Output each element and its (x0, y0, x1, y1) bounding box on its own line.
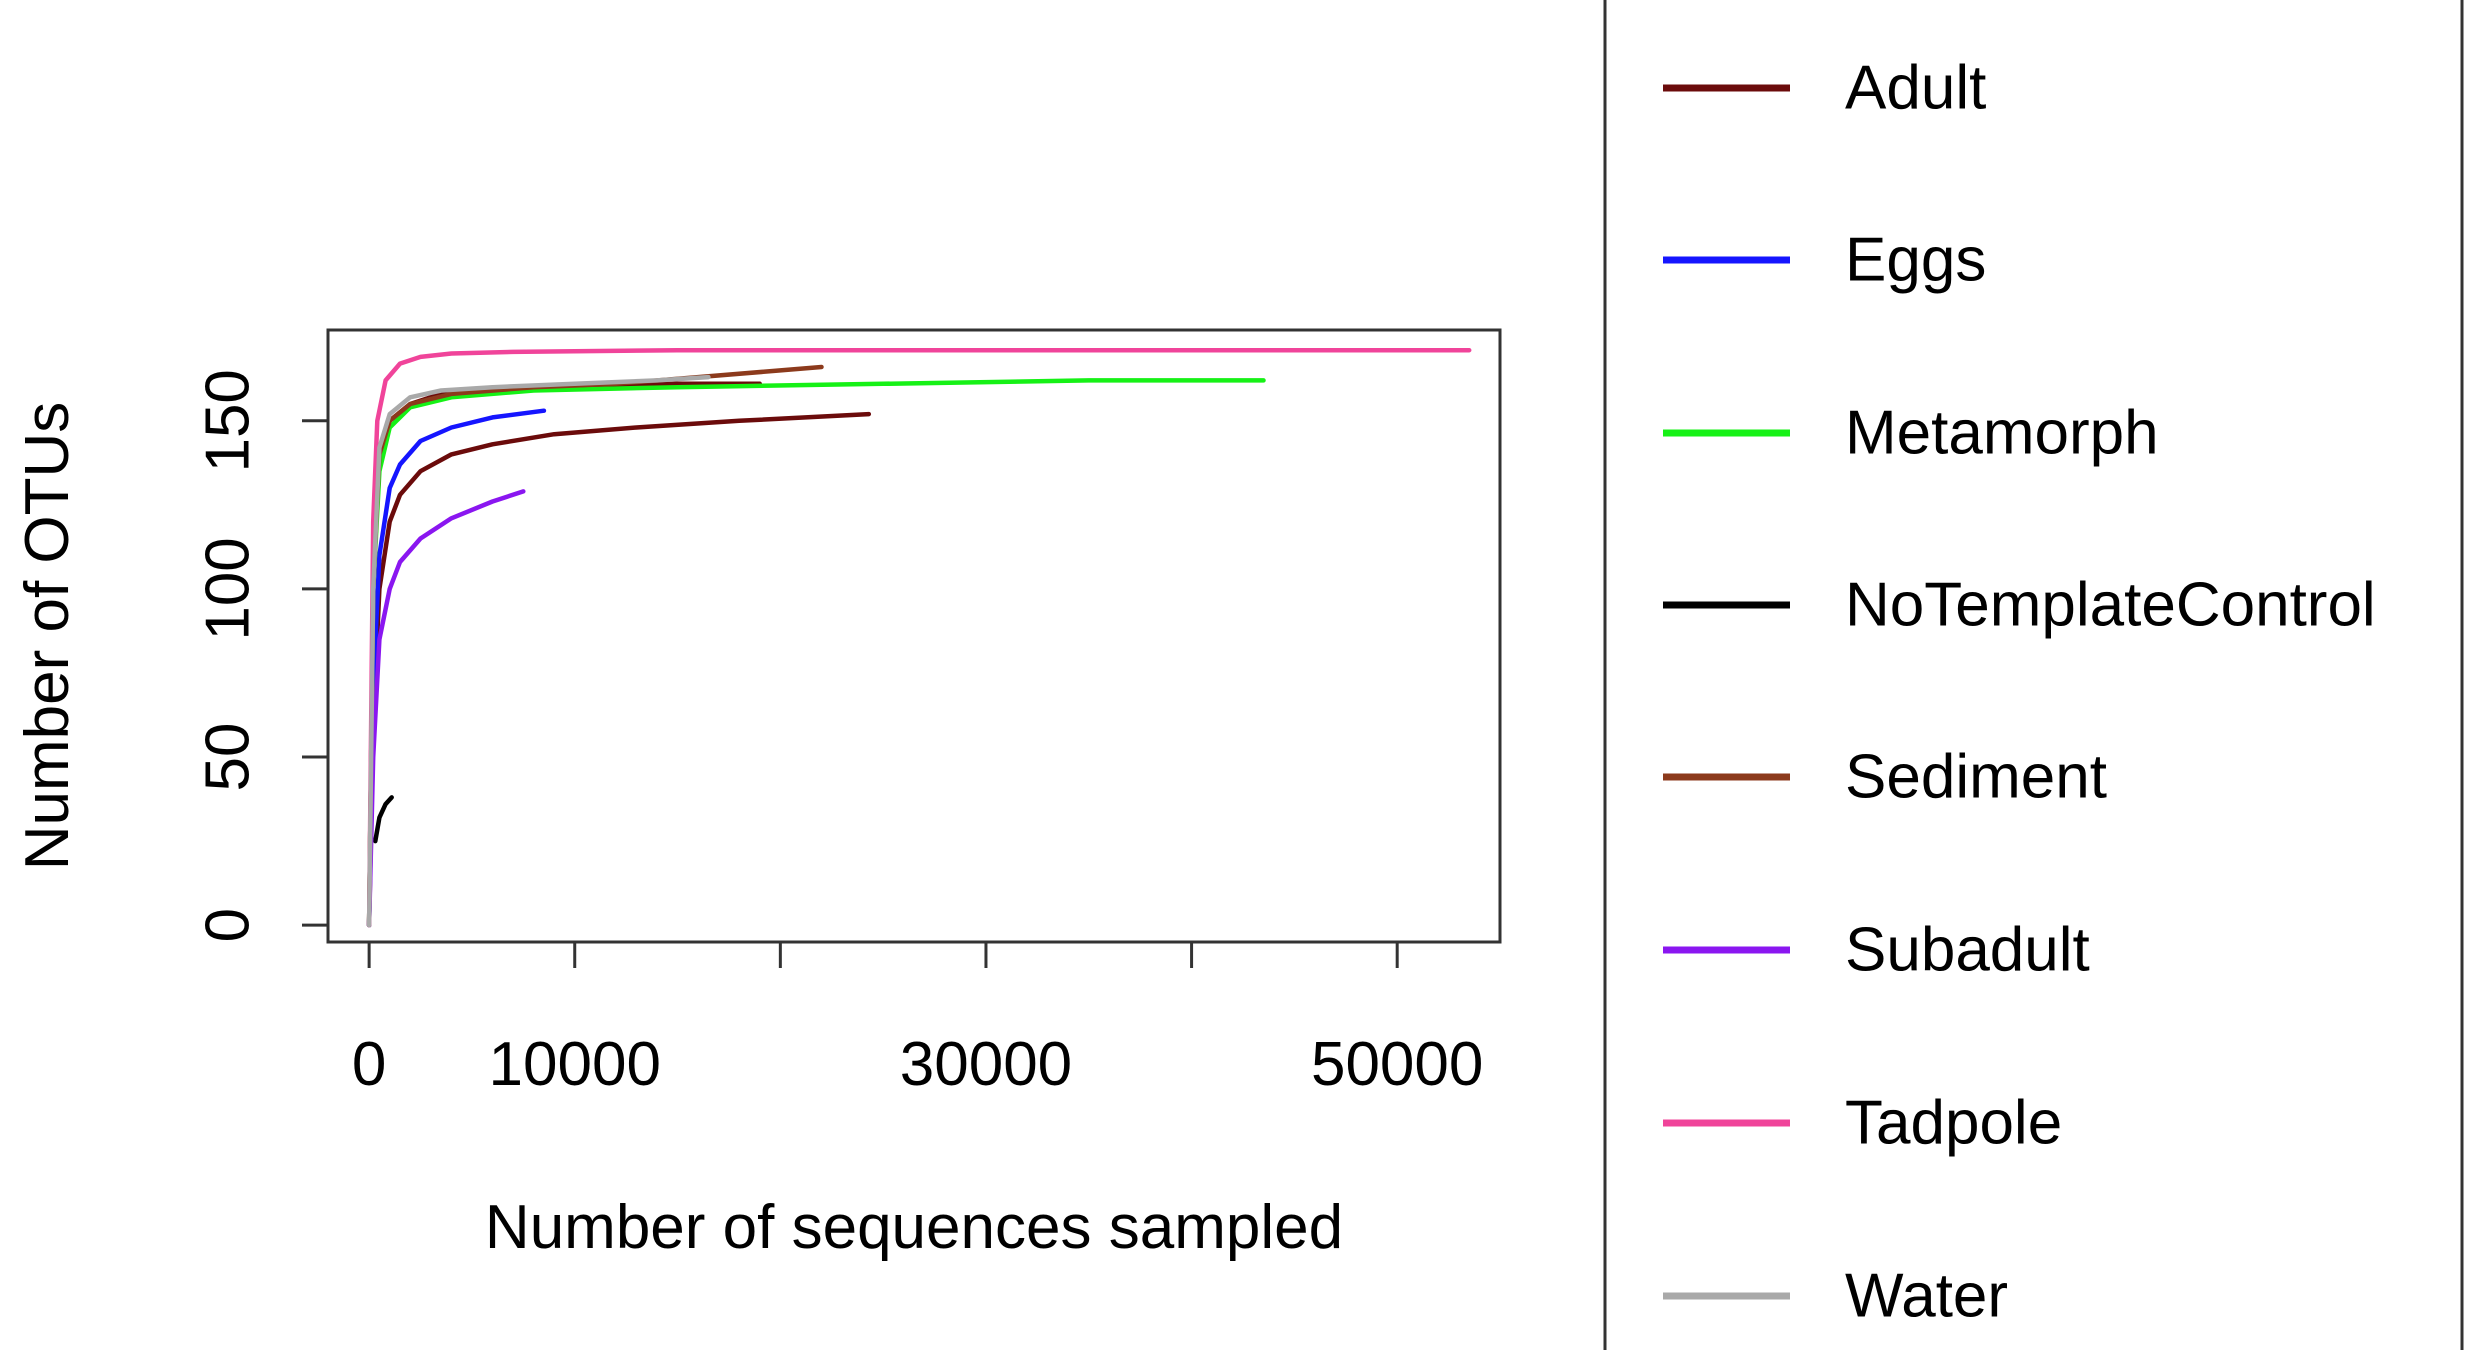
series-line-tadpole-7 (366, 347, 1472, 928)
legend-label-6: Tadpole (1845, 1089, 2062, 1158)
series-line-adult-0 (366, 411, 872, 928)
series-line-subadult-6 (366, 489, 526, 928)
x-axis-title: Number of sequences sampled (485, 1193, 1343, 1262)
plot-area (326, 328, 1502, 944)
y-tick-label-3: 150 (194, 369, 263, 472)
series-line-sediment-5 (366, 364, 824, 928)
series-line-water-8 (366, 374, 711, 928)
legend: Adult Eggs Metamorph NoTemplateControl Sedim… (1603, 0, 2464, 1350)
y-tick-label-0: 0 (194, 908, 263, 942)
y-tick-label-1: 50 (194, 723, 263, 792)
y-axis: 0 50 100 150 (194, 369, 330, 942)
plot-box (326, 328, 1502, 944)
x-tick-label-0: 0 (352, 1030, 386, 1099)
x-tick-label-1: 10000 (489, 1030, 661, 1099)
legend-label-7: Water (1845, 1262, 2008, 1331)
x-axis: 0 10000 30000 50000 (352, 940, 1483, 1099)
legend-label-2: Metamorph (1845, 399, 2159, 468)
legend-label-1: Eggs (1845, 226, 1986, 295)
legend-label-4: Sediment (1845, 743, 2107, 812)
x-tick-label-5: 50000 (1311, 1030, 1483, 1099)
legend-label-5: Subadult (1845, 916, 2090, 985)
y-tick-label-2: 100 (194, 537, 263, 640)
legend-label-3: NoTemplateControl (1845, 571, 2376, 640)
legend-label-0: Adult (1845, 54, 1986, 123)
y-axis-title: Number of OTUs (13, 402, 82, 871)
series-line-metamorph-3 (366, 378, 1266, 928)
series-line-eggs-2 (366, 408, 547, 928)
x-tick-label-3: 30000 (900, 1030, 1072, 1099)
series-line-notemplatecontrol-4 (373, 795, 394, 844)
series-group (366, 347, 1472, 928)
